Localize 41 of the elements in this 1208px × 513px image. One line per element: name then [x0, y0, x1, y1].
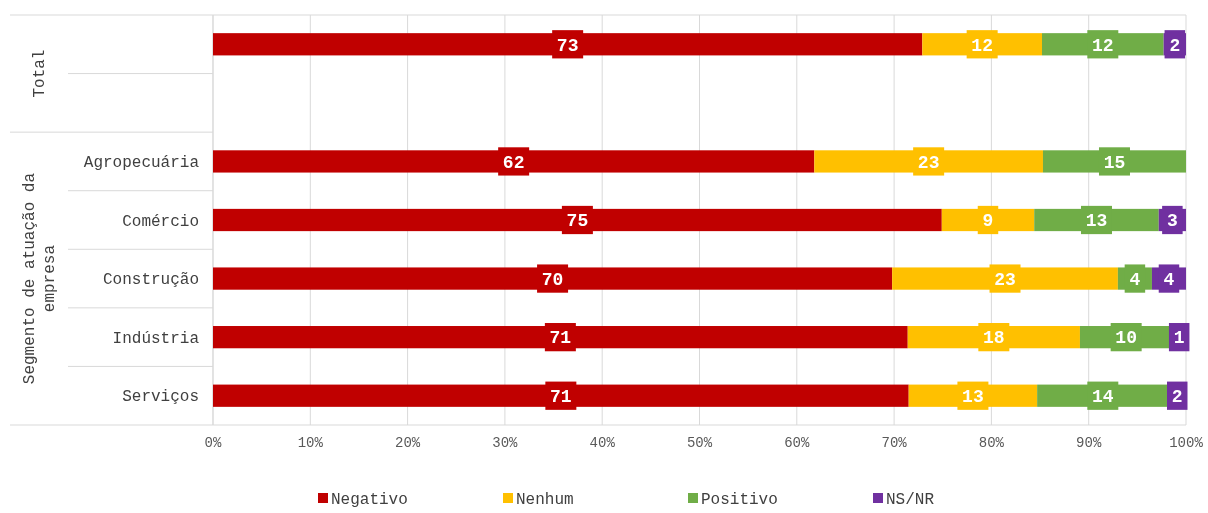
data-label: 71	[549, 328, 572, 349]
text: Segmento de atuação da empresa	[20, 172, 59, 385]
data-label: 13	[962, 387, 984, 408]
data-label: 12	[971, 35, 993, 56]
x-tick-label: 10%	[297, 435, 324, 451]
x-tick-label: 0%	[204, 435, 222, 451]
data-label: 70	[541, 269, 564, 290]
data-label: 14	[1092, 387, 1114, 408]
y-tick-label: Comércio	[122, 212, 199, 231]
x-tick-label: 70%	[881, 435, 908, 451]
data-label: 1	[1173, 328, 1185, 349]
data-label: 10	[1115, 328, 1137, 349]
data-label: 23	[994, 269, 1016, 290]
data-label: 13	[1085, 211, 1108, 232]
data-label: 12	[1092, 35, 1114, 56]
x-tick-label: 60%	[784, 435, 810, 451]
x-tick-label: 90%	[1076, 435, 1102, 451]
x-tick-label: 80%	[978, 435, 1005, 451]
x-tick-label: 20%	[394, 435, 421, 451]
y-tick-label: Construção	[102, 271, 199, 290]
x-tick-label: 30%	[492, 435, 519, 451]
legend-label: Negativo	[331, 490, 408, 509]
data-label: 75	[566, 211, 589, 232]
y-tick-label: Agropecuária	[83, 154, 200, 173]
data-label: 9	[982, 211, 994, 232]
x-tick-label: 100%	[1169, 435, 1204, 451]
y-tick-label: Indústria	[112, 329, 200, 348]
legend-label: Positivo	[701, 490, 778, 509]
data-label: 23	[917, 152, 940, 173]
y-tick-label: Serviços	[122, 388, 199, 407]
x-tick-label: 50%	[686, 435, 713, 451]
data-label: 71	[550, 387, 572, 408]
data-label: 18	[983, 328, 1005, 349]
data-label: 62	[502, 152, 525, 173]
x-tick-label: 40%	[589, 435, 616, 451]
data-label: 73	[556, 35, 579, 56]
legend-label: Nenhum	[516, 490, 574, 509]
data-label: 15	[1103, 152, 1126, 173]
data-label: 2	[1171, 387, 1183, 408]
legend-label: NS/NR	[886, 490, 935, 509]
text: Total	[30, 49, 49, 98]
